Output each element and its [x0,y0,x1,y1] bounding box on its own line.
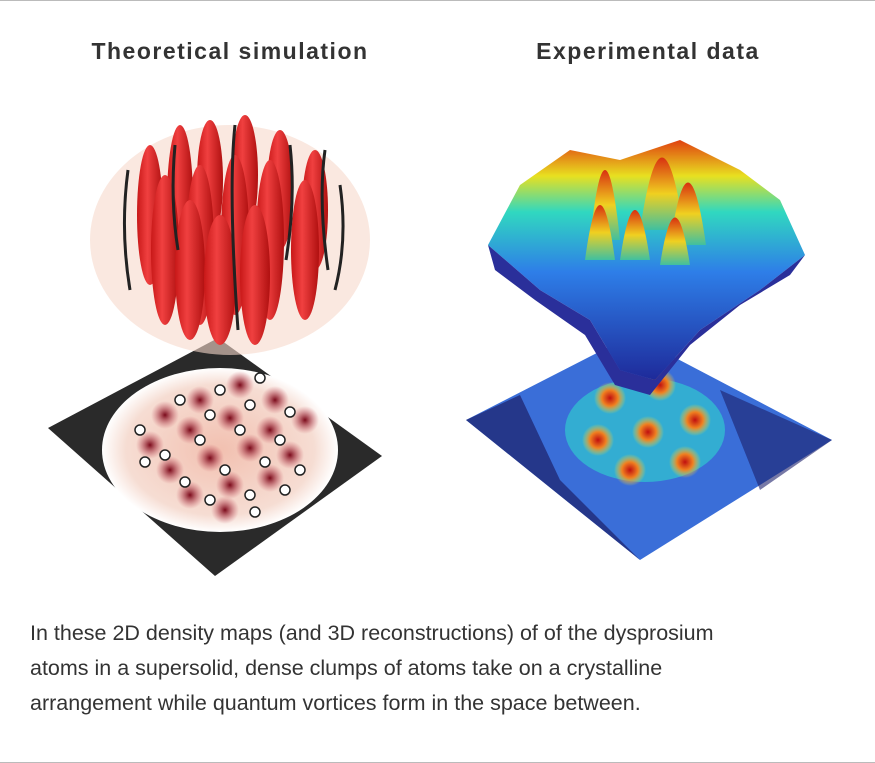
caption-line: arrangement while quantum vortices form … [30,691,641,715]
caption-line: In these 2D density maps (and 3D reconst… [30,621,714,645]
vortices [134,372,306,518]
map-edge [466,395,640,560]
panel-title: Experimental data [536,38,760,64]
figure [48,115,832,576]
caption: In these 2D density maps (and 3D reconst… [30,616,714,721]
map-edge [720,390,832,490]
caption-line: atoms in a supersolid, dense clumps of a… [30,656,663,680]
map-peaks [582,369,711,486]
surface-peaks [585,157,706,265]
vortex-lines [122,124,345,331]
ellipsoids [137,115,328,345]
panel-title: Theoretical simulation [91,38,369,64]
density-blobs [136,371,319,524]
